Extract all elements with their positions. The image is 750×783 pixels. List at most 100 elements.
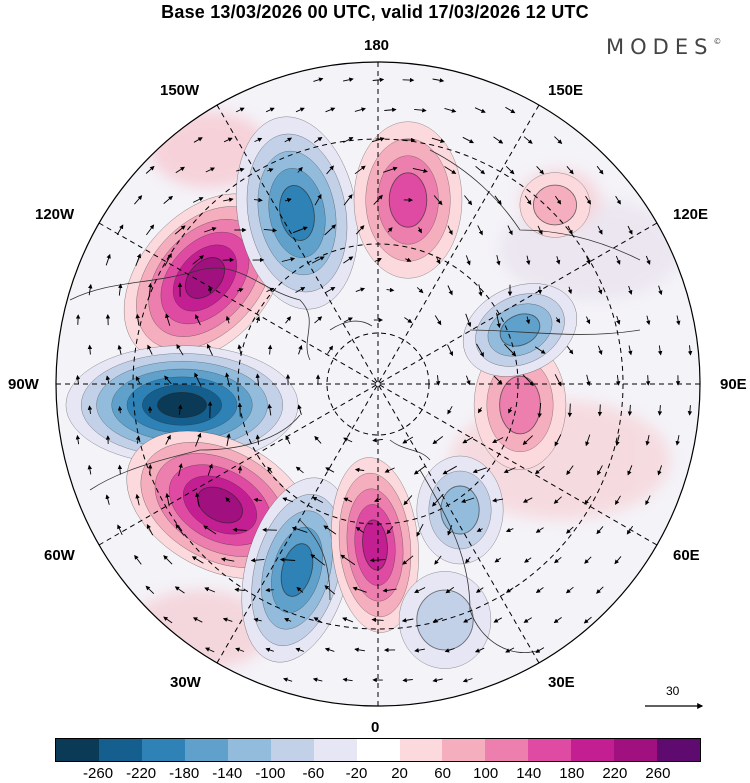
graticule — [56, 62, 700, 706]
wind-vector — [417, 227, 422, 234]
colorbar-tick-label: 260 — [645, 765, 671, 782]
wind-vector — [525, 316, 531, 325]
wind-vector — [387, 227, 393, 233]
wind-vector — [343, 137, 354, 143]
wind-vector — [117, 464, 123, 475]
wind-vector — [146, 524, 154, 536]
wind-vector — [87, 405, 93, 414]
wind-vector — [525, 255, 531, 266]
wind-vector — [432, 678, 443, 683]
wind-vector — [372, 437, 383, 443]
wind-vector — [384, 467, 395, 473]
wind-vector — [343, 437, 353, 443]
wind-vector — [311, 256, 325, 264]
wind-vector — [237, 288, 244, 293]
wind-vector — [374, 497, 382, 502]
wind-vector — [444, 107, 457, 113]
wind-vector — [325, 286, 336, 293]
wind-vector — [295, 647, 304, 652]
wind-vector — [255, 373, 261, 386]
wind-vector — [493, 136, 504, 144]
colorbar-tick-label: -60 — [302, 765, 325, 782]
lon-label-120w: 120W — [35, 206, 75, 223]
wind-vector — [253, 497, 262, 503]
wind-vector — [627, 404, 633, 416]
wind-vector — [340, 554, 356, 566]
wind-vector — [117, 524, 123, 535]
wind-vector — [117, 405, 123, 414]
wind-vector — [645, 255, 651, 265]
wind-vector — [465, 375, 471, 386]
wind-vector — [253, 197, 263, 203]
wind-vector — [646, 315, 651, 326]
brand-mark: © — [713, 37, 722, 46]
wind-vector — [75, 374, 81, 385]
lon-label-30e: 30E — [548, 674, 575, 691]
brand-logo: MODES© — [606, 35, 721, 59]
wind-vector — [192, 197, 204, 203]
wind-vector — [174, 586, 185, 594]
wind-vector — [295, 107, 305, 113]
anomaly-center-neg-b — [235, 116, 359, 310]
wind-vector — [312, 496, 324, 503]
wind-vector — [463, 617, 473, 623]
wind-vector — [343, 317, 353, 323]
wind-vector — [255, 316, 260, 324]
wind-vector — [566, 166, 574, 175]
contour--260 — [157, 392, 207, 418]
wind-vector — [205, 167, 216, 173]
lon-label-180: 180 — [364, 37, 390, 54]
wind-vector — [325, 467, 335, 473]
wind-vector — [615, 255, 621, 265]
wind-vector — [283, 677, 293, 682]
colorbar-swatch — [56, 739, 99, 761]
wind-vector — [554, 434, 562, 447]
wind-vector — [135, 253, 142, 266]
wind-vector — [292, 226, 308, 234]
lon-label-150e: 150E — [548, 82, 584, 99]
wind-vector — [352, 586, 367, 593]
wind-vector — [598, 286, 603, 295]
wind-vector — [386, 526, 394, 535]
lon-label-60e: 60E — [673, 547, 700, 564]
wind-vector — [355, 526, 364, 533]
wind-vector — [354, 165, 366, 175]
wind-vector — [474, 107, 486, 113]
wind-vector — [504, 343, 517, 357]
wind-vector — [165, 313, 171, 326]
wind-vector — [165, 492, 170, 507]
anomaly-center-pos-a — [123, 193, 287, 363]
wind-vector — [267, 344, 273, 355]
wind-vector — [225, 372, 230, 387]
wind-vector — [523, 617, 532, 623]
wind-vector — [508, 407, 513, 414]
map-boundary — [55, 61, 701, 707]
wind-vector — [297, 404, 302, 415]
wind-vector — [475, 587, 484, 593]
wind-vector — [585, 195, 591, 205]
wind-vector — [432, 436, 444, 445]
wind-vector — [118, 283, 123, 296]
wind-vector — [535, 587, 544, 594]
contour--100 — [440, 485, 480, 535]
wind-vector — [555, 317, 561, 324]
wind-vector — [657, 405, 663, 416]
wind-vector — [414, 107, 427, 113]
wind-vector — [282, 497, 294, 503]
wind-vector — [225, 315, 231, 324]
lon-label-30w: 30W — [170, 674, 201, 691]
wind-vector — [432, 78, 445, 83]
wind-vector — [493, 375, 503, 385]
wind-vector — [191, 556, 204, 564]
wind-vector — [462, 678, 473, 683]
anomaly-center-neg-f — [241, 477, 353, 663]
wind-vector — [116, 224, 124, 236]
wind-vector — [314, 136, 323, 143]
wind-vector — [176, 344, 184, 356]
colorbar-swatch — [571, 739, 615, 761]
wind-vector — [645, 495, 651, 506]
wind-vector — [295, 287, 306, 293]
wind-vector — [374, 257, 383, 263]
wind-vector — [223, 137, 233, 143]
wind-vector — [464, 195, 473, 206]
